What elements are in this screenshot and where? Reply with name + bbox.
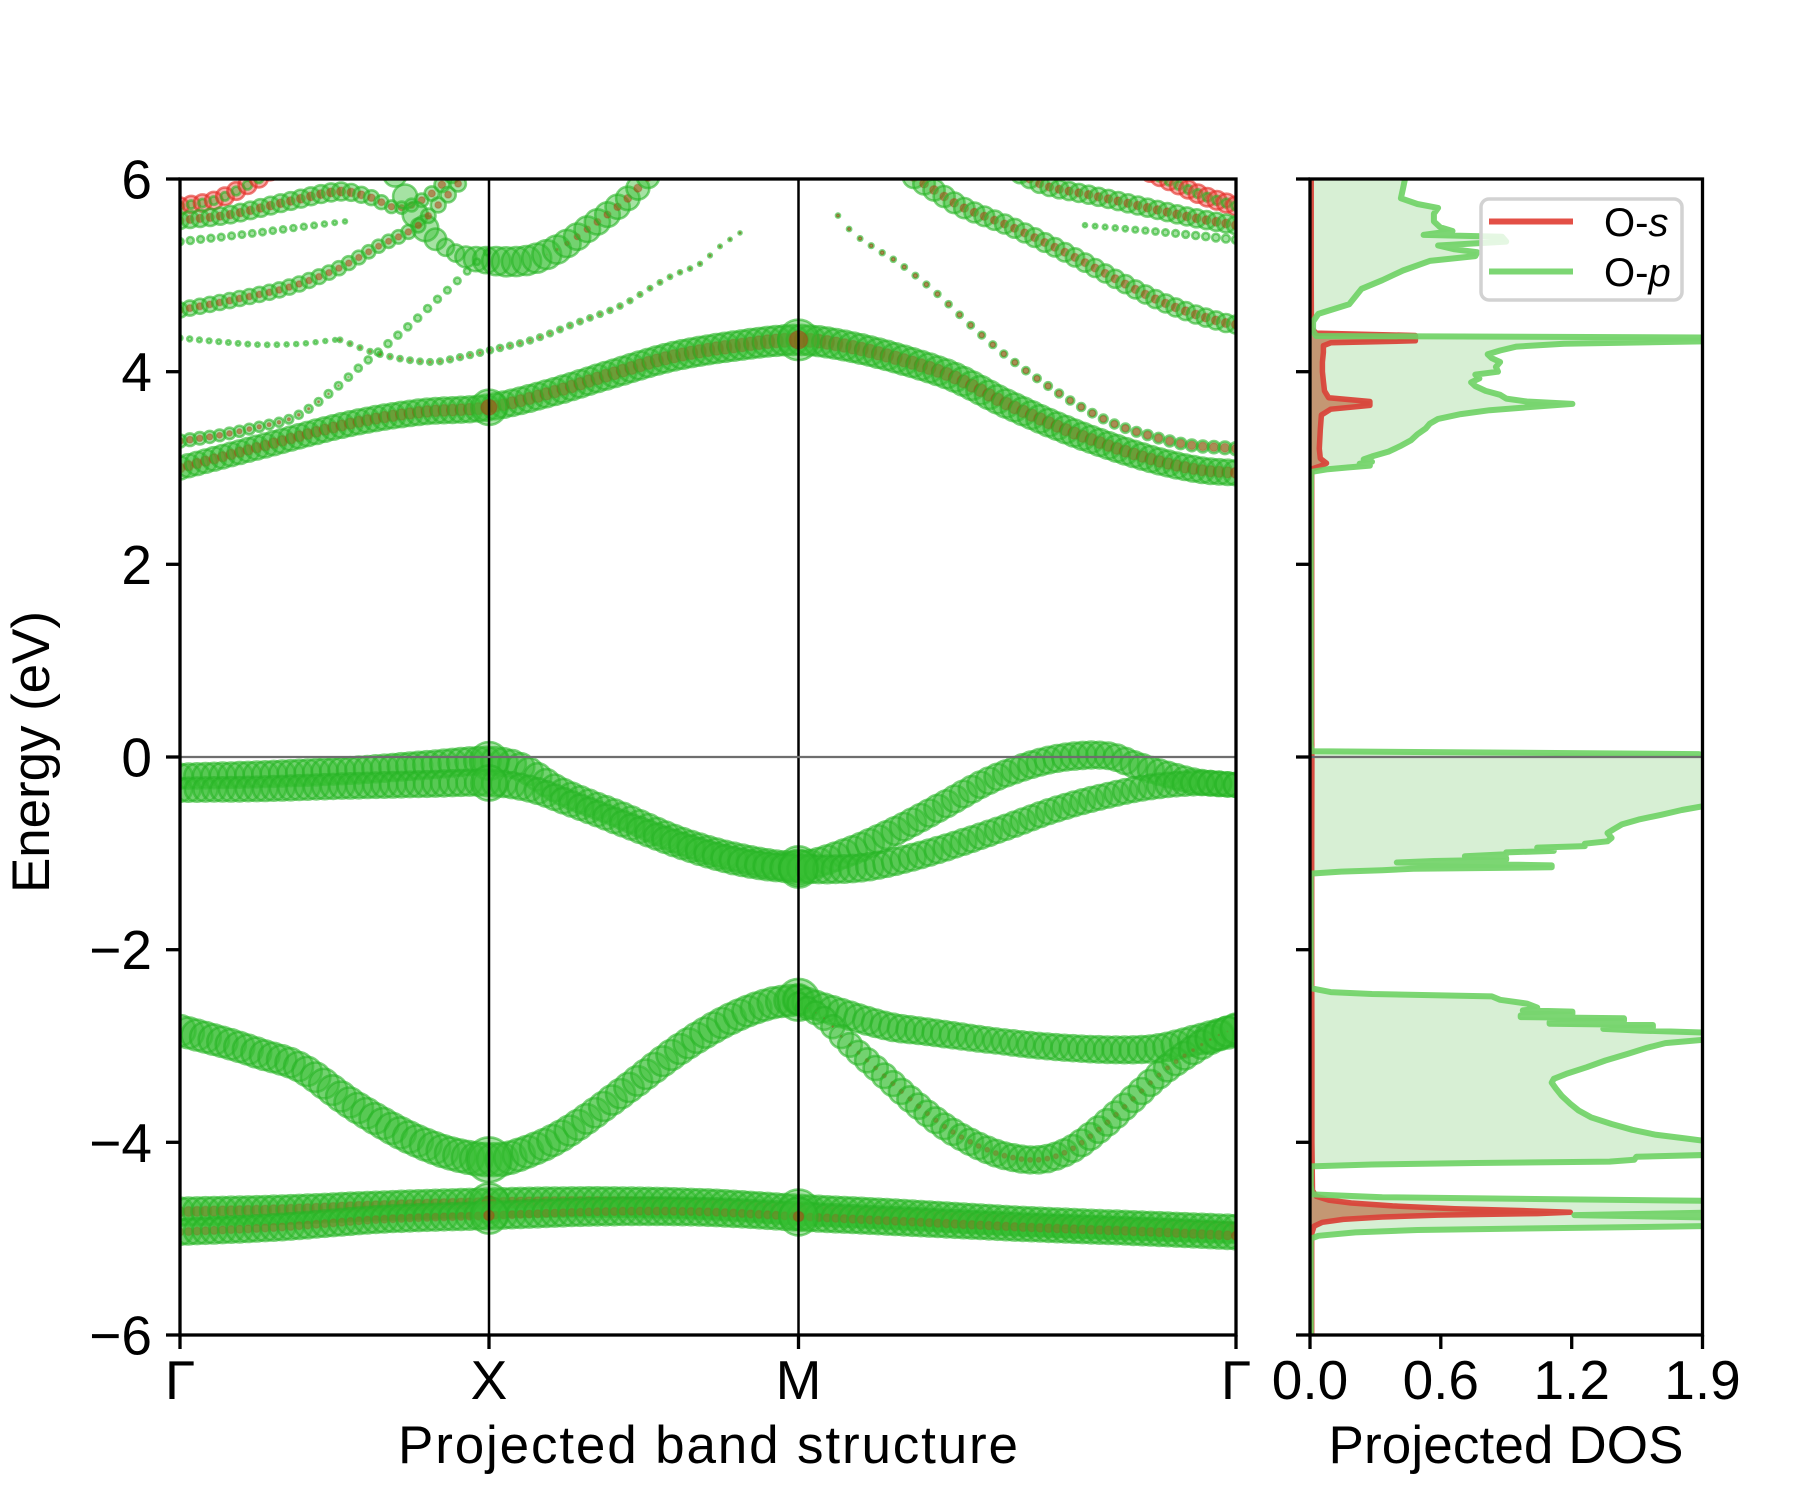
- svg-text:O-p: O-p: [1604, 251, 1671, 295]
- svg-text:4: 4: [121, 341, 152, 403]
- svg-text:Energy (eV): Energy (eV): [2, 611, 61, 893]
- svg-text:0.0: 0.0: [1272, 1349, 1348, 1411]
- svg-text:Γ: Γ: [165, 1349, 195, 1411]
- svg-text:−4: −4: [89, 1112, 152, 1174]
- svg-text:6: 6: [121, 149, 152, 211]
- svg-text:Projected band structure: Projected band structure: [398, 1416, 1018, 1475]
- svg-text:0.6: 0.6: [1403, 1349, 1479, 1411]
- svg-text:X: X: [471, 1349, 508, 1411]
- svg-text:2: 2: [121, 534, 152, 596]
- svg-text:1.9: 1.9: [1664, 1349, 1740, 1411]
- svg-text:1.2: 1.2: [1533, 1349, 1609, 1411]
- svg-text:Γ: Γ: [1221, 1349, 1251, 1411]
- svg-text:Projected DOS: Projected DOS: [1329, 1416, 1684, 1475]
- svg-text:−6: −6: [89, 1305, 152, 1367]
- svg-text:−2: −2: [89, 919, 152, 981]
- svg-text:O-s: O-s: [1604, 201, 1668, 245]
- svg-text:M: M: [776, 1349, 822, 1411]
- svg-text:0: 0: [121, 727, 152, 789]
